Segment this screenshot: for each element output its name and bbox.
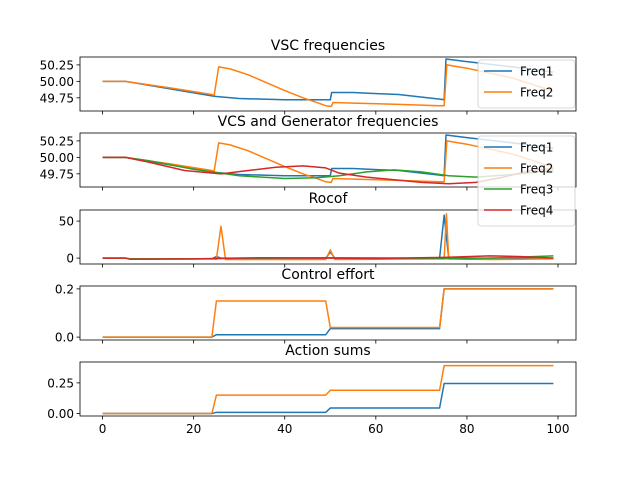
subplot-title: VSC frequencies [271, 38, 385, 54]
subplot-title: Control effort [281, 267, 375, 283]
y-tick-label: 49.75 [40, 91, 74, 105]
plot-frame [79, 209, 577, 265]
legend-label: Freq2 [520, 162, 553, 176]
legend: Freq1 Freq2 [477, 59, 576, 109]
series-line [102, 58, 554, 101]
series-line [102, 64, 554, 108]
legend: Freq1 Freq2 Freq3 Freq4 [477, 135, 576, 227]
legend-label: Freq4 [520, 204, 553, 218]
y-tick-label: 0.0 [55, 331, 74, 345]
subplot-title: Action sums [285, 343, 370, 359]
series-line [102, 382, 554, 415]
x-tick-label: 20 [186, 422, 201, 436]
series-line [102, 156, 554, 180]
x-tick-label: 40 [277, 422, 292, 436]
y-tick-label: 0.25 [47, 376, 74, 390]
x-tick-label: 80 [459, 422, 474, 436]
legend-box [477, 59, 576, 109]
x-tick-label: 60 [368, 422, 383, 436]
subplot-4: 0.0 0.2 [55, 282, 577, 345]
plot-frame [79, 285, 577, 341]
y-tick-label: 50 [59, 215, 74, 229]
y-tick-label: 50.00 [40, 151, 74, 165]
y-tick-label: 50.00 [40, 75, 74, 89]
series-line [102, 255, 554, 260]
x-tick-label: 0 [99, 422, 107, 436]
y-tick-label: 49.75 [40, 167, 74, 181]
subplot-1: 49.75 50.00 50.25 [40, 56, 577, 115]
subplot-3: 0 50 [59, 209, 577, 268]
legend-box [477, 135, 576, 227]
legend-label: Freq1 [520, 65, 553, 79]
plot-frame [79, 56, 577, 112]
legend-label: Freq2 [520, 86, 553, 100]
plot-frame [79, 132, 577, 188]
x-tick-label: 100 [547, 422, 570, 436]
legend-label: Freq1 [520, 141, 553, 155]
series-line [102, 364, 554, 415]
subplot-5: 0.00 0.25 0 20 40 60 80 100 [47, 361, 577, 436]
y-tick-label: 50.25 [40, 134, 74, 148]
y-tick-label: 0.00 [47, 407, 74, 421]
y-tick-label: 50.25 [40, 58, 74, 72]
subplot-title: VCS and Generator frequencies [218, 114, 439, 130]
series-line [102, 288, 554, 338]
subplot-title: Rocof [309, 191, 349, 207]
plot-frame [79, 361, 577, 417]
legend-label: Freq3 [520, 183, 553, 197]
y-tick-label: 0 [66, 252, 74, 266]
y-tick-label: 0.2 [55, 282, 74, 296]
